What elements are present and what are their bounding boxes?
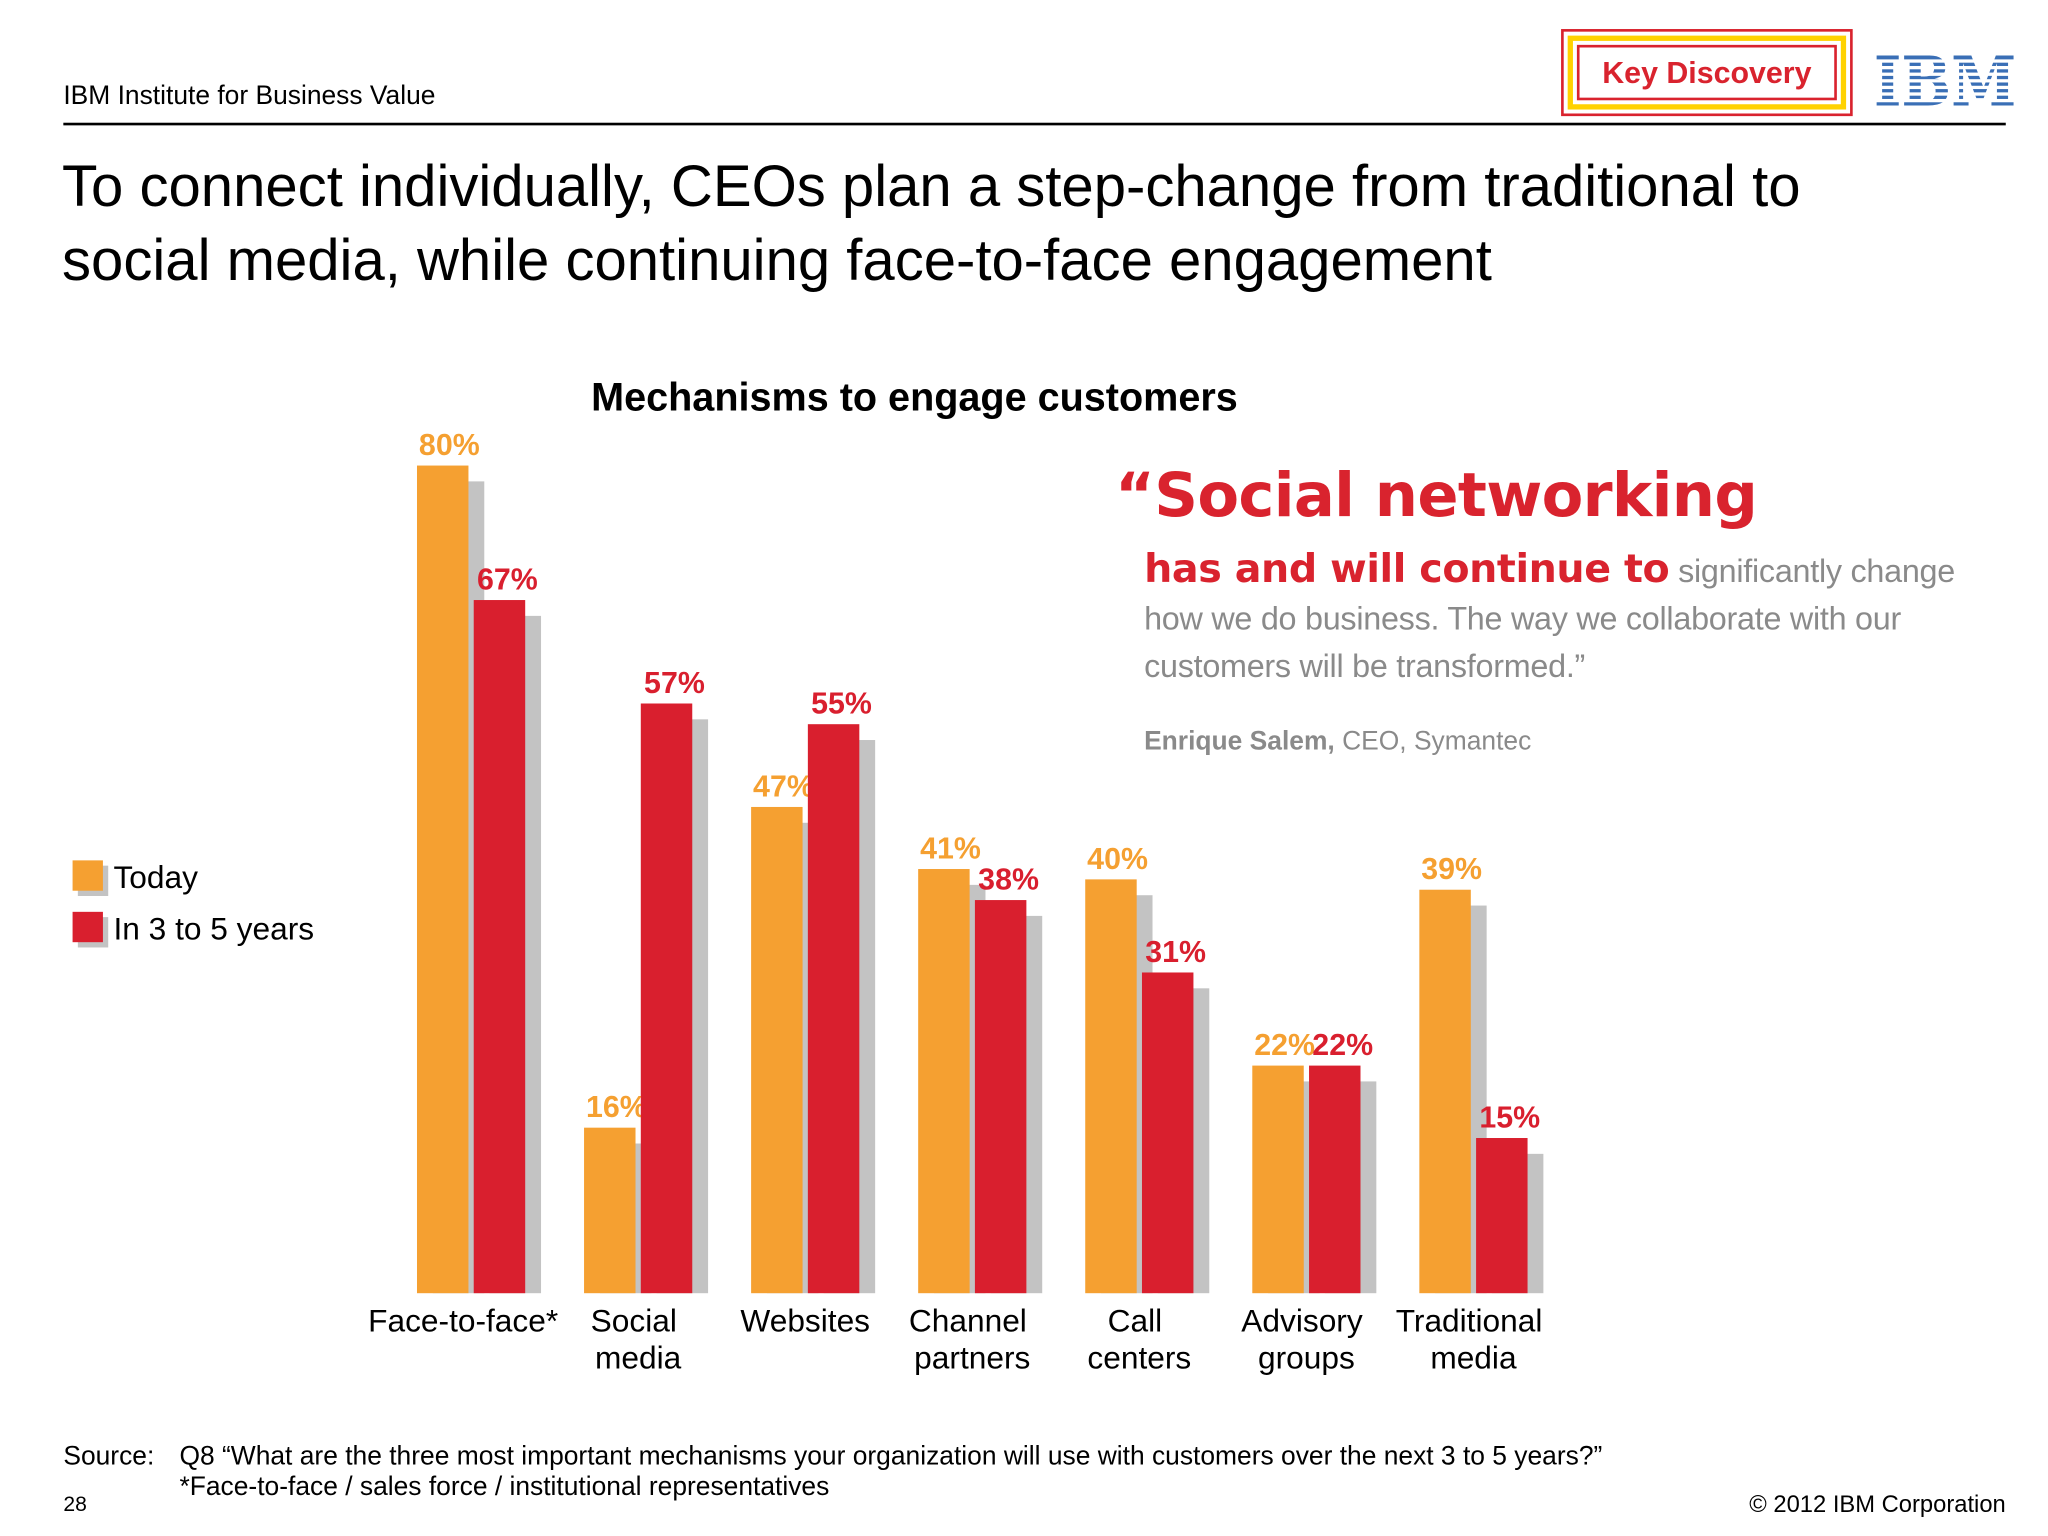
x-tick-label: Face-to-face* (368, 1302, 558, 1338)
x-tick-label: Channel partners (909, 1302, 1036, 1375)
title-line: To connect individually, CEOs plan a ste… (62, 154, 1801, 220)
bar (918, 869, 970, 1294)
institute: IBM Institute for Business Value (63, 81, 436, 111)
bar (1085, 879, 1137, 1294)
ibm-logo: IBM (1873, 48, 2022, 111)
x-tick-label-line: Advisory (1241, 1302, 1371, 1338)
footnote: *Face-to-face / sales force / institutio… (179, 1472, 830, 1502)
legend-label: Today (113, 859, 198, 895)
x-tick-label-line: Face-to-face* (368, 1302, 558, 1338)
value-label: 40% (1087, 843, 1148, 876)
x-tick-label-line: Social (591, 1302, 686, 1338)
bar (974, 900, 1027, 1294)
value-label: 41% (920, 832, 981, 865)
value-label: 15% (1479, 1101, 1540, 1134)
bar (416, 465, 469, 1294)
x-tick-label: Websites (740, 1302, 870, 1338)
badge-frame-inner: Key Discovery (1567, 35, 1847, 110)
value-label: 16% (586, 1091, 647, 1124)
chart-title: Mechanisms to engage customers (591, 375, 1238, 419)
value-label: 80% (419, 429, 480, 462)
value-label: 39% (1421, 853, 1482, 886)
quote-text: significantly change how we do business.… (1144, 554, 1955, 685)
x-tick-label-line: Websites (740, 1302, 870, 1338)
bar (584, 1127, 636, 1294)
x-tick-label: Traditional media (1396, 1302, 1551, 1375)
page-number: 28 (63, 1493, 87, 1517)
source-text: Q8 “What are the three most important me… (179, 1442, 1603, 1472)
x-tick-label-line: centers (1087, 1339, 1191, 1375)
value-label: 47% (753, 770, 814, 803)
copyright: © 2012 IBM Corporation (1749, 1491, 2006, 1518)
x-tick-label-line: Call (1108, 1302, 1171, 1338)
bar (640, 703, 693, 1294)
bar (1419, 889, 1471, 1294)
value-label: 38% (978, 864, 1039, 897)
bar (1476, 1138, 1528, 1294)
x-tick-label: Call centers (1087, 1302, 1191, 1375)
x-tick-label-line: Channel (909, 1302, 1036, 1338)
bar (473, 600, 526, 1294)
value-label: 55% (811, 688, 872, 721)
source-label: Source: (63, 1442, 155, 1472)
x-tick-label: Advisory groups (1241, 1302, 1371, 1375)
x-tick-label-line: media (1430, 1339, 1517, 1375)
badge: Key Discovery (1576, 44, 1837, 101)
bar (807, 724, 860, 1294)
quote-author: Enrique Salem, (1144, 727, 1335, 757)
bar (1141, 972, 1194, 1294)
x-tick-label-line: media (595, 1339, 682, 1375)
value-label: 57% (644, 667, 705, 700)
x-tick-label-line: groups (1258, 1339, 1355, 1375)
x-tick-label-line: Traditional (1396, 1302, 1551, 1338)
x-tick-label-line: partners (914, 1339, 1030, 1375)
bar (1309, 1065, 1361, 1294)
value-label: 22% (1254, 1029, 1315, 1062)
quote-attribution: Enrique Salem, CEO, Symantec (1144, 727, 1531, 757)
quote-opening: “Social networking (1115, 459, 1758, 531)
quote-lead: has and will continue to (1144, 546, 1670, 593)
quote-body: has and will continue to significantly c… (1144, 546, 2022, 691)
legend-label: In 3 to 5 years (113, 911, 314, 947)
title-line: social media, while continuing face-to-f… (62, 228, 1492, 293)
legend-swatch (72, 911, 103, 943)
legend-swatch (72, 860, 103, 891)
header-rule (63, 122, 2006, 126)
bar (1252, 1065, 1304, 1294)
logo-stripes (1873, 59, 2022, 103)
value-label: 67% (477, 563, 538, 596)
x-tick-label: Social media (591, 1302, 686, 1375)
bar (751, 806, 803, 1294)
badge-frame: Key Discovery (1561, 29, 1853, 117)
value-label: 22% (1312, 1029, 1373, 1062)
value-label: 31% (1145, 936, 1206, 969)
quote-role: CEO, Symantec (1342, 727, 1532, 757)
